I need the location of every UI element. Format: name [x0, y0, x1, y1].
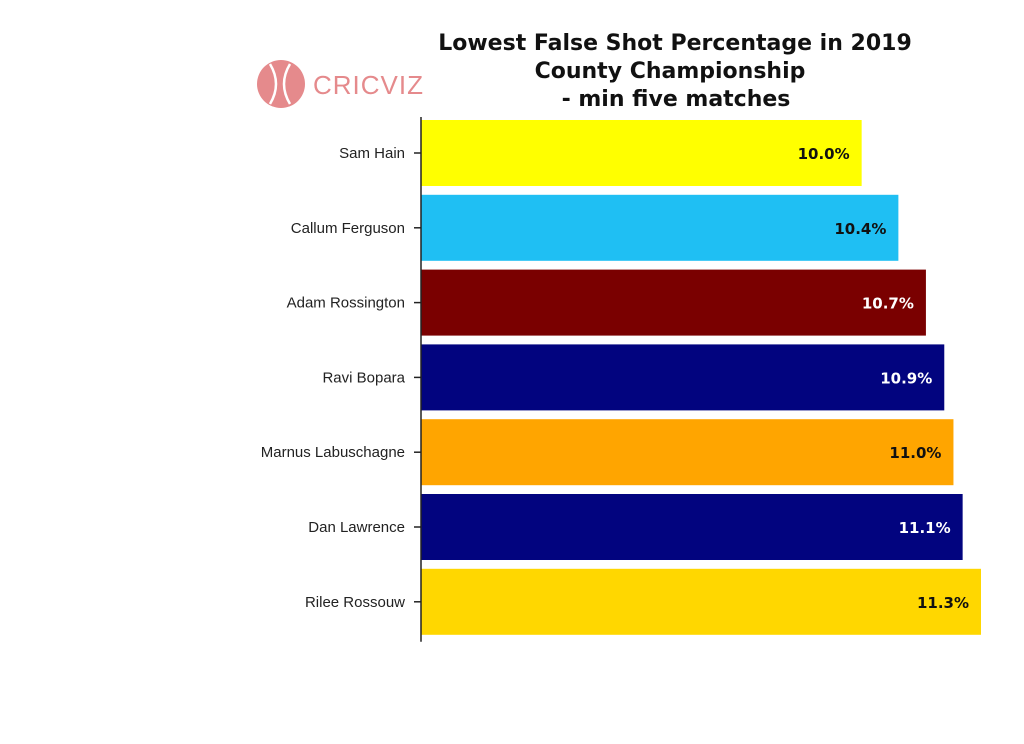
value-label-4: 11.0% [889, 444, 941, 462]
y-axis [414, 117, 422, 642]
chart-title-line-2: County Championship [535, 59, 806, 84]
bar-4 [421, 419, 954, 486]
value-label-5: 11.1% [899, 519, 951, 537]
category-label-3: Ravi Bopara [322, 369, 405, 386]
bar-1 [421, 194, 899, 261]
chart-title-line-1: Lowest False Shot Percentage in 2019 [438, 31, 912, 56]
value-label-6: 11.3% [917, 594, 969, 612]
value-label-1: 10.4% [834, 220, 886, 238]
category-label-4: Marnus Labuschagne [261, 444, 405, 461]
category-label-5: Dan Lawrence [308, 519, 405, 536]
value-labels: 10.0% 10.4% 10.7% 10.9% 11.0% 11.1% 11.3% [798, 145, 969, 612]
bar-3 [421, 344, 945, 411]
brand-name: CRICVIZ [313, 70, 424, 100]
category-label-6: Rilee Rossouw [305, 594, 405, 611]
value-label-0: 10.0% [798, 145, 850, 163]
bar-2 [421, 269, 926, 336]
cricviz-logo: CRICVIZ [257, 60, 424, 108]
bar-6 [421, 568, 981, 635]
category-labels: Sam Hain Callum Ferguson Adam Rossington Ra… [261, 145, 406, 611]
value-label-2: 10.7% [862, 295, 914, 313]
category-label-0: Sam Hain [339, 145, 405, 162]
category-label-2: Adam Rossington [287, 295, 405, 312]
bar-5 [421, 494, 963, 560]
cricket-ball-logo-icon [257, 60, 305, 108]
chart-title-line-3: - min five matches [562, 87, 791, 112]
value-label-3: 10.9% [880, 369, 932, 387]
bar-0 [421, 120, 862, 186]
category-label-1: Callum Ferguson [291, 220, 405, 237]
bars-group [421, 120, 981, 635]
